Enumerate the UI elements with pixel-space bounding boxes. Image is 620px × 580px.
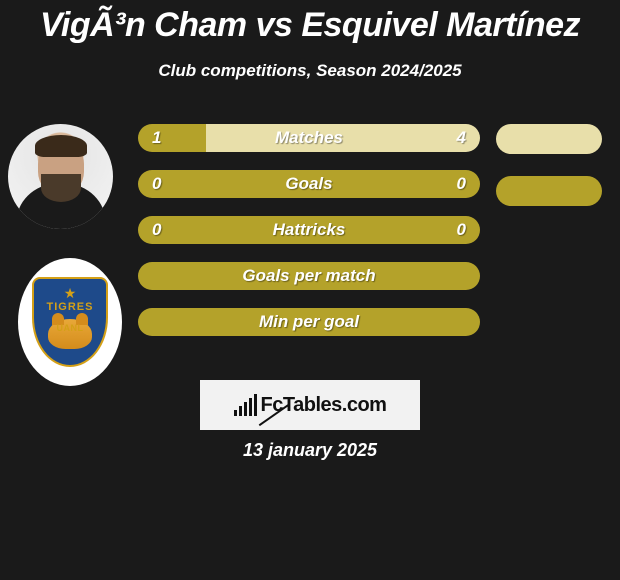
club-name-top: TIGRES	[47, 301, 94, 313]
page-title: VigÃ³n Cham vs Esquivel Martínez	[0, 0, 620, 45]
stat-row: 14Matches	[138, 124, 480, 152]
brand-logo: FcTables.com	[200, 380, 420, 430]
stat-row: Goals per match	[138, 262, 480, 290]
star-icon: ★	[64, 285, 77, 302]
stat-label: Matches	[138, 124, 480, 152]
stat-row: 00Goals	[138, 170, 480, 198]
stat-label: Hattricks	[138, 216, 480, 244]
stat-label: Goals	[138, 170, 480, 198]
brand-text: FcTables.com	[261, 394, 387, 417]
generation-date: 13 january 2025	[0, 440, 620, 461]
stats-comparison: 14Matches 00Goals 00Hattricks Goals per mat…	[138, 124, 480, 354]
player-marker	[496, 176, 602, 206]
player1-club-logo: ★ TIGRES UANL	[18, 258, 122, 386]
player1-photo	[8, 124, 113, 229]
page-subtitle: Club competitions, Season 2024/2025	[0, 61, 620, 81]
stat-row: Min per goal	[138, 308, 480, 336]
stat-label: Goals per match	[138, 262, 480, 290]
stat-row: 00Hattricks	[138, 216, 480, 244]
player-marker	[496, 124, 602, 154]
club-name-bottom: UANL	[57, 323, 84, 333]
stat-label: Min per goal	[138, 308, 480, 336]
chart-icon	[234, 394, 257, 416]
